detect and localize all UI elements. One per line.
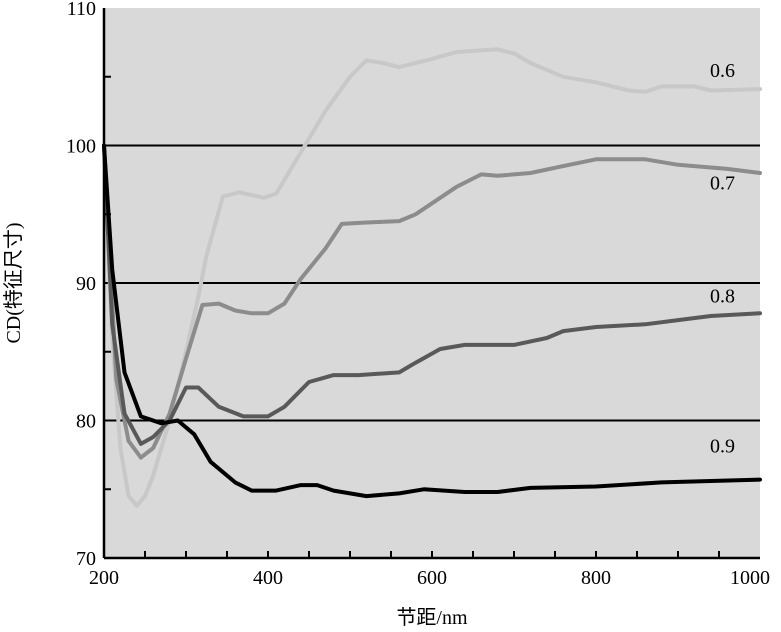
series-label-0.8: 0.8 [710,285,735,307]
y-axis-label: CD(特征尺寸) [2,222,25,343]
x-tick-label: 800 [581,567,611,589]
series-line-0.6 [102,47,762,508]
series-line-0.9 [102,143,762,499]
x-tick-label: 400 [253,567,283,589]
x-axis-label: 节距/nm [396,606,468,629]
series-label-0.9: 0.9 [710,435,735,457]
series-line-0.7 [102,143,762,460]
y-tick-label: 90 [76,273,96,295]
y-tick-label: 70 [76,548,96,570]
y-tick-label: 110 [67,0,96,20]
y-tick-label: 80 [76,411,96,433]
series-label-0.7: 0.7 [710,173,735,195]
series-line-0.8 [102,143,762,446]
y-tick-label: 100 [66,136,96,158]
x-tick-label: 1000 [730,567,770,589]
series-label-0.6: 0.6 [710,60,735,82]
x-tick-label: 200 [89,567,119,589]
x-tick-label: 600 [417,567,447,589]
